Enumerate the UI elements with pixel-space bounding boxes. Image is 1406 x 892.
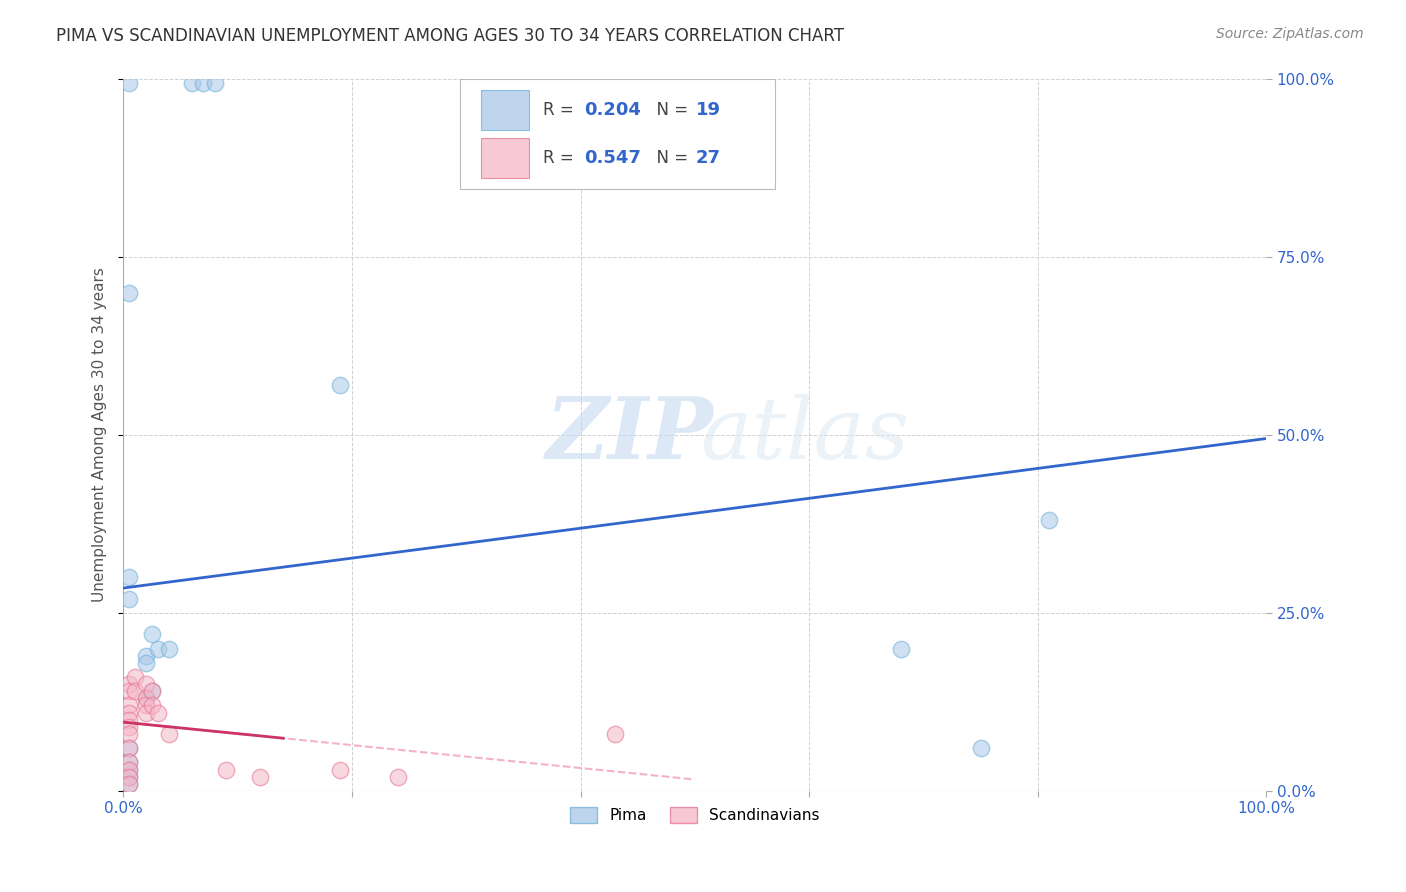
Text: N =: N = [645,101,693,120]
Point [969,741,991,756]
Point [118,570,141,584]
Point [118,770,141,784]
Point [135,656,157,670]
Text: Source: ZipAtlas.com: Source: ZipAtlas.com [1216,27,1364,41]
Point [146,706,169,720]
Point [135,706,157,720]
Point [118,727,141,741]
Point [124,670,146,684]
Point [1038,513,1060,527]
Point [329,378,352,392]
Text: 19: 19 [696,101,721,120]
Point [135,691,157,706]
Point [180,76,202,90]
Text: N =: N = [645,149,693,167]
Point [118,720,141,734]
Point [890,641,912,656]
FancyBboxPatch shape [481,90,529,130]
Text: ZIP: ZIP [546,393,714,476]
Point [146,641,169,656]
Point [135,648,157,663]
Point [118,677,141,691]
Point [249,770,271,784]
Text: PIMA VS SCANDINAVIAN UNEMPLOYMENT AMONG AGES 30 TO 34 YEARS CORRELATION CHART: PIMA VS SCANDINAVIAN UNEMPLOYMENT AMONG … [56,27,844,45]
Point [118,76,141,90]
FancyBboxPatch shape [461,79,775,189]
Point [118,756,141,770]
Point [118,741,141,756]
Point [118,285,141,300]
Point [215,763,238,777]
Text: R =: R = [543,101,579,120]
Text: 0.547: 0.547 [583,149,641,167]
Point [141,684,163,698]
Point [124,684,146,698]
Text: 0.204: 0.204 [583,101,641,120]
Point [135,677,157,691]
Point [118,713,141,727]
Text: 27: 27 [696,149,721,167]
Point [603,727,626,741]
Point [157,641,180,656]
Point [118,684,141,698]
Point [204,76,226,90]
Point [118,777,141,791]
Point [141,698,163,713]
Point [135,691,157,706]
Point [118,591,141,606]
Point [141,627,163,641]
Text: R =: R = [543,149,579,167]
Legend: Pima, Scandinavians: Pima, Scandinavians [564,801,827,830]
Point [118,756,141,770]
Point [118,770,141,784]
FancyBboxPatch shape [481,138,529,178]
Point [135,698,157,713]
Point [118,763,141,777]
Point [118,763,141,777]
Point [387,770,409,784]
Y-axis label: Unemployment Among Ages 30 to 34 years: Unemployment Among Ages 30 to 34 years [93,268,107,602]
Point [141,684,163,698]
Text: atlas: atlas [700,393,910,476]
Point [118,706,141,720]
Point [118,741,141,756]
Point [193,76,215,90]
Point [157,727,180,741]
Point [118,698,141,713]
Point [329,763,352,777]
Point [118,777,141,791]
